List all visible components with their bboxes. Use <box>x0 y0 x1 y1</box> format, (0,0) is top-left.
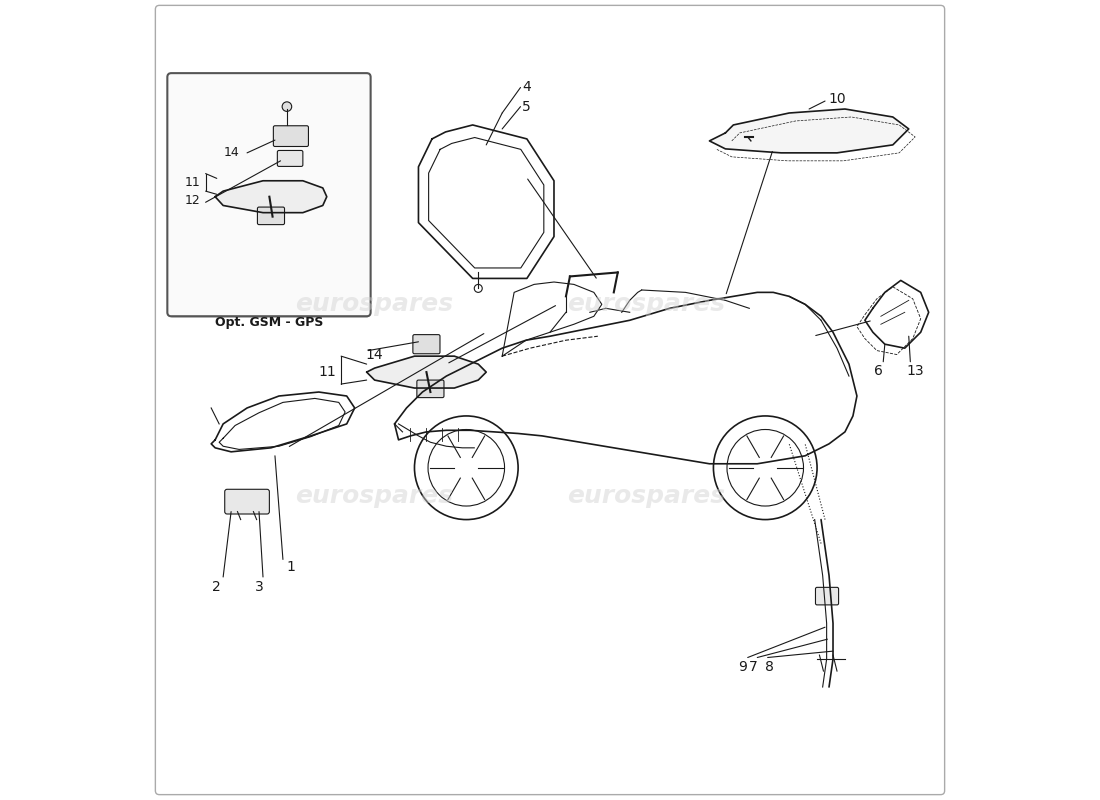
FancyBboxPatch shape <box>224 490 270 514</box>
Text: 7: 7 <box>749 660 758 674</box>
Text: 14: 14 <box>365 348 383 362</box>
Text: 14: 14 <box>223 146 239 159</box>
Text: 12: 12 <box>185 194 201 207</box>
Text: 10: 10 <box>828 93 846 106</box>
Text: 9: 9 <box>738 660 747 674</box>
Text: eurospares: eurospares <box>296 292 453 316</box>
Polygon shape <box>216 181 327 213</box>
FancyBboxPatch shape <box>417 380 444 398</box>
FancyBboxPatch shape <box>412 334 440 354</box>
Text: eurospares: eurospares <box>566 484 725 508</box>
Polygon shape <box>366 356 486 388</box>
Text: 5: 5 <box>522 100 531 114</box>
FancyBboxPatch shape <box>277 150 302 166</box>
Text: Opt. GSM - GPS: Opt. GSM - GPS <box>216 316 323 329</box>
Text: 11: 11 <box>319 365 337 379</box>
Text: 1: 1 <box>286 561 295 574</box>
Text: 13: 13 <box>906 363 924 378</box>
Text: 6: 6 <box>874 363 883 378</box>
Circle shape <box>282 102 292 111</box>
Text: 2: 2 <box>212 580 221 594</box>
FancyBboxPatch shape <box>257 207 285 225</box>
FancyBboxPatch shape <box>274 126 308 146</box>
Text: 8: 8 <box>764 660 773 674</box>
FancyBboxPatch shape <box>167 73 371 316</box>
Text: eurospares: eurospares <box>566 292 725 316</box>
Text: eurospares: eurospares <box>296 484 453 508</box>
Polygon shape <box>710 109 909 153</box>
FancyBboxPatch shape <box>815 587 838 605</box>
Text: 4: 4 <box>522 81 531 94</box>
Text: 11: 11 <box>185 176 201 189</box>
Text: 3: 3 <box>254 580 263 594</box>
